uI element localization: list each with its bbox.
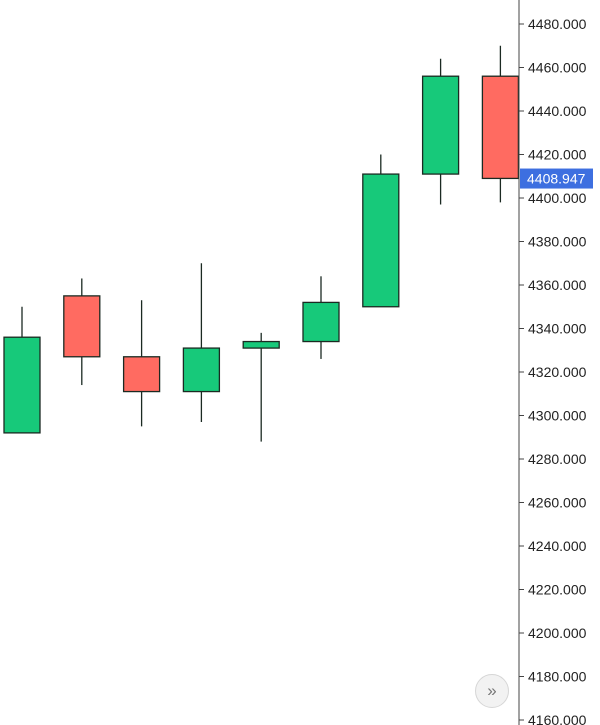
candle[interactable] (481, 45, 520, 203)
current-price-marker: 4408.947 (520, 168, 593, 189)
scroll-to-realtime-button[interactable]: » (475, 674, 509, 708)
y-tick-label: 4160.000 (528, 712, 587, 725)
candle[interactable] (362, 154, 400, 308)
candle-body-down (481, 75, 520, 180)
y-tick-label: 4460.000 (528, 60, 587, 76)
candle-body-up (242, 340, 280, 349)
y-tick-label: 4180.000 (528, 669, 587, 685)
current-price-badge (520, 168, 593, 189)
y-tick-label: 4340.000 (528, 321, 587, 337)
current-price-label: 4408.947 (527, 171, 586, 187)
y-tick-label: 4320.000 (528, 364, 587, 380)
candle-body-up (421, 75, 460, 175)
y-tick-label: 4400.000 (528, 190, 587, 206)
candle[interactable] (302, 276, 340, 359)
candle-body-up (182, 347, 221, 393)
y-tick-label: 4300.000 (528, 408, 587, 424)
y-tick-label: 4380.000 (528, 234, 587, 250)
y-tick-label: 4360.000 (528, 277, 587, 293)
price-axis-ticks: 4480.000 4460.000 4440.000 4420.000 4400.000… (519, 16, 587, 725)
candle[interactable] (421, 58, 460, 205)
y-tick-label: 4280.000 (528, 451, 587, 467)
candle-body-up (362, 173, 400, 308)
candle-body-up (3, 336, 41, 434)
candles-layer (3, 45, 520, 442)
candle-body-down (63, 295, 101, 358)
candle-body-down (122, 356, 161, 393)
candle-body-up (302, 301, 340, 343)
y-tick-label: 4260.000 (528, 495, 587, 511)
candle[interactable] (182, 263, 221, 423)
y-tick-label: 4440.000 (528, 103, 587, 119)
y-tick-label: 4220.000 (528, 582, 587, 598)
y-tick-label: 4420.000 (528, 147, 587, 163)
candle[interactable] (122, 300, 161, 427)
candle[interactable] (63, 278, 101, 386)
y-tick-label: 4480.000 (528, 16, 587, 32)
y-tick-label: 4200.000 (528, 625, 587, 641)
double-chevron-right-icon: » (487, 681, 497, 700)
candle[interactable] (242, 332, 280, 442)
candle[interactable] (3, 306, 41, 434)
y-tick-label: 4240.000 (528, 538, 587, 554)
